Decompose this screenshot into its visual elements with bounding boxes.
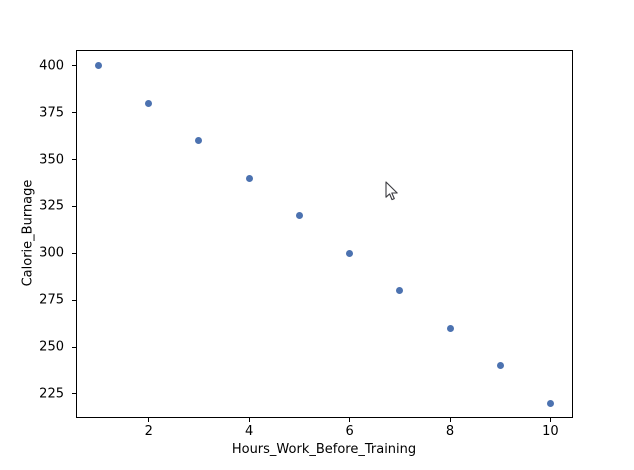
y-tick-label: 350 [39,152,64,168]
plot-area [76,50,573,418]
scatter-point [95,62,103,70]
y-axis-label: Calorie_Burnage [20,179,36,287]
x-tick-mark [549,418,551,422]
y-tick-mark [72,393,76,395]
y-tick-mark [72,112,76,114]
y-tick-label: 375 [39,105,64,121]
y-tick-label: 400 [39,58,64,74]
x-tick-label: 4 [245,424,254,439]
y-tick-label: 225 [39,386,64,402]
scatter-point [195,137,203,145]
x-tick-mark [349,418,351,422]
y-tick-label: 250 [39,339,64,355]
x-tick-label: 10 [542,424,559,439]
x-axis-label: Hours_Work_Before_Training [231,442,417,457]
x-tick-label: 8 [445,424,455,439]
x-tick-label: 2 [144,424,153,439]
y-tick-label: 325 [39,198,64,214]
y-tick-label: 275 [39,292,64,308]
scatter-point [145,99,153,107]
y-tick-mark [72,252,76,254]
scatter-point [245,174,253,182]
scatter-point [346,249,354,257]
scatter-point [546,399,554,407]
x-tick-label: 6 [345,424,354,439]
y-tick-label: 300 [39,245,64,261]
scatter-point [295,212,303,220]
y-tick-mark [72,159,76,161]
scatter-point [496,362,504,370]
y-tick-mark [72,299,76,301]
y-tick-mark [72,205,76,207]
y-tick-mark [72,346,76,348]
y-tick-mark [72,65,76,67]
x-tick-mark [148,418,150,422]
scatter-point [396,287,404,295]
scatter-point [446,324,454,332]
x-tick-mark [449,418,451,422]
x-tick-mark [248,418,250,422]
